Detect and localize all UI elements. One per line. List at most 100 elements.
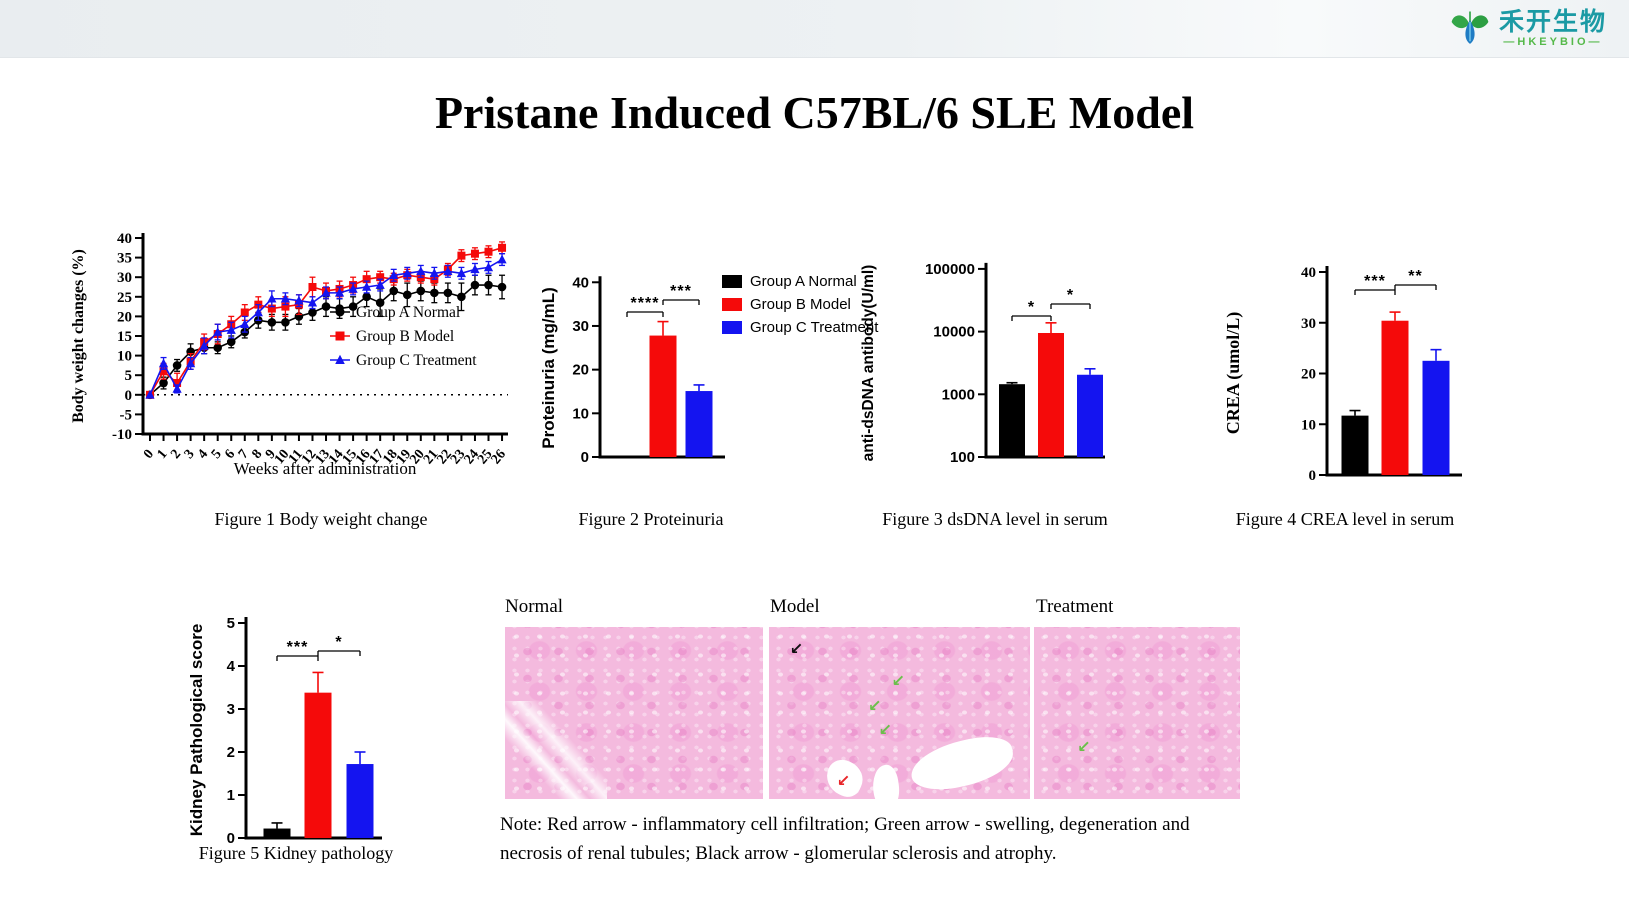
vessel-lumen	[906, 730, 1018, 796]
legend-marker	[335, 331, 345, 341]
data-point	[267, 304, 276, 313]
y-tick-label: 10	[117, 349, 132, 365]
y-tick-label: 1000	[942, 386, 975, 403]
data-point	[307, 297, 318, 307]
data-point	[416, 286, 426, 296]
y-tick-label: -5	[120, 407, 133, 423]
data-point	[362, 292, 371, 302]
histology-label-treatment: Treatment	[1036, 596, 1114, 617]
figure2-caption: Figure 2 Proteinuria	[578, 509, 724, 529]
y-tick-label: 3	[227, 701, 235, 718]
data-point	[240, 308, 249, 317]
y-tick-label: 0	[125, 388, 133, 404]
bar	[1341, 415, 1369, 475]
data-point	[253, 307, 263, 317]
y-tick-label: -10	[112, 427, 132, 443]
legend-swatch	[722, 298, 742, 311]
x-tick-label: 2	[168, 447, 184, 462]
y-axis-title: Body weight changes (%)	[70, 249, 87, 423]
top-bar: 禾开生物 —HKEYBIO—	[0, 0, 1629, 58]
logo-leaf-icon	[1451, 11, 1489, 44]
data-point	[484, 280, 493, 290]
arrow-green-icon: ↙	[878, 719, 893, 739]
data-point	[213, 343, 222, 353]
data-point	[159, 378, 168, 388]
y-tick-label: 4	[227, 658, 236, 675]
y-tick-label: 0	[581, 449, 589, 466]
x-tick-label: 1	[155, 447, 171, 462]
y-tick-label: 1	[227, 787, 235, 804]
data-point	[308, 308, 317, 317]
data-point	[470, 264, 480, 274]
data-point	[172, 383, 182, 393]
y-tick-label: 20	[117, 309, 132, 325]
data-point	[457, 292, 466, 302]
data-point	[348, 283, 358, 293]
data-point	[429, 268, 439, 278]
dsdna-bar-chart: 100 1000 10000 100000 * * anti-dsDNA antibody(…	[860, 261, 1105, 466]
y-axis-title: Kidney Pathological score	[187, 624, 206, 837]
y-tick-label: 25	[117, 290, 132, 306]
legend-swatch	[722, 321, 742, 334]
bar	[1077, 374, 1103, 457]
legend-swatch	[722, 275, 742, 288]
logo: 禾开生物 —HKEYBIO—	[1449, 7, 1607, 51]
data-point	[389, 286, 399, 296]
legend-marker	[335, 307, 345, 317]
histology-label-normal: Normal	[505, 596, 564, 617]
data-point	[281, 317, 290, 327]
data-point	[226, 337, 236, 347]
x-tick-label: 26	[489, 447, 509, 467]
logo-brand-name: —HKEYBIO—	[1503, 36, 1603, 48]
legend-label: Group B Model	[356, 328, 454, 345]
data-point	[470, 280, 480, 290]
data-point	[416, 266, 426, 276]
figure4-caption: Figure 4 CREA level in serum	[1235, 509, 1455, 529]
tissue-streak	[505, 701, 607, 799]
arrow-red-icon: ↙	[836, 771, 851, 791]
body-weight-line-chart: 4035302520151050-5-100123456789101112131…	[70, 231, 509, 478]
y-tick-label: 30	[117, 270, 132, 286]
y-tick-label: 35	[117, 251, 132, 267]
y-tick-label: 5	[125, 368, 133, 384]
y-tick-label: 20	[1301, 367, 1316, 383]
y-tick-label: 15	[117, 329, 132, 345]
y-axis-title: CREA (umol/L)	[1223, 312, 1244, 435]
data-point	[362, 282, 372, 291]
data-point	[334, 287, 345, 297]
data-point	[172, 361, 182, 370]
y-tick-label: 5	[227, 615, 235, 632]
legend-label: Group C Treatment	[356, 352, 477, 369]
page-title: Pristane Induced C57BL/6 SLE Model	[434, 87, 1195, 138]
histology-panel-normal	[505, 627, 763, 799]
y-tick-label: 40	[117, 231, 132, 247]
data-point	[498, 243, 507, 252]
data-point	[348, 302, 358, 311]
bar	[1038, 332, 1064, 457]
x-tick-label: 5	[209, 447, 225, 462]
logo-company-name: 禾开生物	[1498, 8, 1607, 36]
data-point	[389, 270, 399, 280]
histology-panel-treatment: ↙	[1034, 627, 1240, 799]
x-tick-label: 0	[141, 447, 157, 462]
y-axis-title: anti-dsDNA antibody(U/ml)	[860, 265, 877, 462]
y-tick-label: 0	[1309, 468, 1317, 484]
histology-panel-model: ↙ ↙ ↙ ↙ ↙	[769, 627, 1030, 799]
figure1-caption: Figure 1 Body weight change	[214, 509, 428, 529]
data-point	[267, 317, 277, 327]
sig-stars: ***	[670, 283, 692, 300]
arrow-green-icon: ↙	[1077, 736, 1091, 756]
y-tick-label: 10000	[933, 324, 975, 341]
bar	[1422, 360, 1450, 475]
data-point	[483, 262, 494, 272]
data-point	[159, 367, 168, 376]
sig-stars: ***	[1364, 273, 1386, 290]
sig-stars: *	[1028, 299, 1035, 316]
y-tick-label: 40	[1301, 265, 1316, 281]
bar	[999, 384, 1025, 457]
data-point	[267, 293, 277, 303]
y-tick-label: 20	[572, 362, 589, 379]
